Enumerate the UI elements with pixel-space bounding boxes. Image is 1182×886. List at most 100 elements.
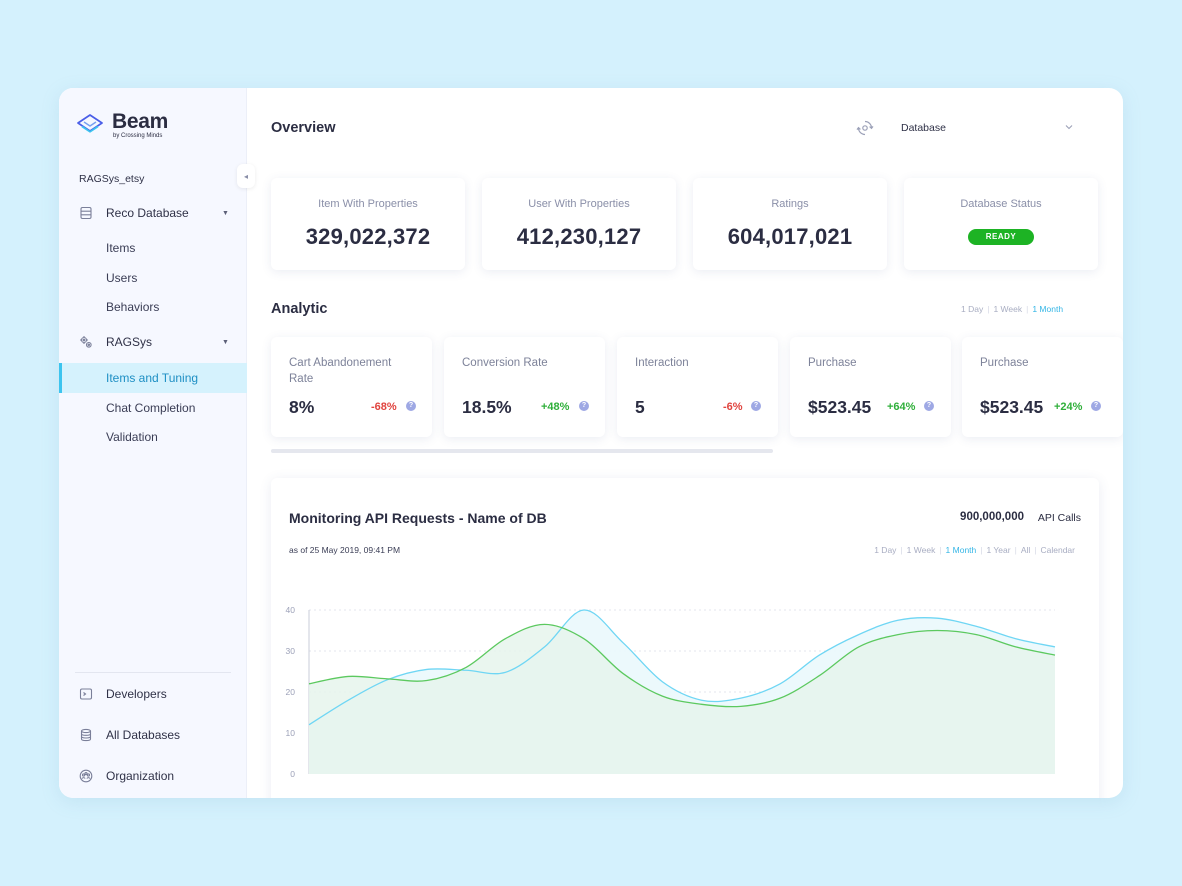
y-tick-label: 0 [290, 769, 295, 779]
metric-label: Interaction [635, 357, 689, 369]
y-tick-label: 20 [286, 687, 296, 697]
stat-value: 329,022,372 [305, 224, 431, 249]
caret-down-icon: ▼ [222, 209, 229, 217]
sidebar-item-items[interactable]: Items [59, 233, 247, 263]
range-tab-calendar[interactable]: Calendar [1040, 545, 1076, 555]
chevron-down-icon[interactable] [1063, 121, 1075, 133]
stat-label: User With Properties [528, 198, 630, 210]
database-sync-icon[interactable] [855, 118, 875, 138]
chevron-left-icon: ◂ [243, 171, 248, 181]
organization-icon [79, 769, 93, 783]
sidebar-item-all-databases[interactable]: All Databases [59, 720, 247, 750]
status-badge: READY [968, 229, 1034, 245]
range-tab-1-week[interactable]: 1 Week [906, 545, 936, 555]
metric-delta: -68% [371, 401, 397, 413]
sidebar-item-chat-completion[interactable]: Chat Completion [59, 393, 247, 423]
metric-delta: +48% [541, 401, 570, 413]
info-icon[interactable]: ? [579, 401, 589, 411]
sidebar-item-developers[interactable]: Developers [59, 679, 247, 709]
collapse-sidebar-button[interactable]: ◂ [237, 164, 255, 188]
metric-label: Cart Abandonement Rate [289, 357, 392, 385]
metric-value: $523.45 [808, 397, 872, 417]
brand-subtitle: by Crossing Minds [113, 133, 163, 139]
chart-range-tabs: 1 Day | 1 Week | 1 Month | 1 Year | All | Calendar [874, 545, 1075, 555]
stat-value: 412,230,127 [516, 224, 642, 249]
metric-value: $523.45 [980, 397, 1044, 417]
sidebar-item-organization[interactable]: Organization [59, 761, 247, 791]
stat-card-items: Item With Properties 329,022,372 [271, 178, 465, 270]
range-tab-1-day[interactable]: 1 Day [961, 304, 984, 314]
databases-icon [80, 728, 92, 742]
metric-value: 18.5% [462, 397, 512, 417]
analytic-range-tabs: 1 Day | 1 Week | 1 Month [961, 304, 1064, 314]
metric-label: Purchase [808, 357, 857, 369]
database-icon [80, 206, 92, 220]
metric-value: 5 [635, 397, 645, 417]
stat-label: Item With Properties [318, 198, 418, 210]
api-calls-value: 900,000,000 [960, 511, 1024, 523]
stat-card-users: User With Properties 412,230,127 [482, 178, 676, 270]
chart-title: Monitoring API Requests - Name of DB [289, 510, 547, 526]
caret-down-icon: ▼ [222, 338, 229, 346]
horizontal-scrollbar[interactable] [271, 449, 773, 453]
sidebar-item-label: Organization [106, 769, 175, 783]
metric-label: Purchase [980, 357, 1029, 369]
page-title: Overview [271, 120, 336, 136]
series-area-1 [309, 624, 1055, 774]
sidebar-item-label: Validation [106, 430, 158, 444]
database-select[interactable]: Database [901, 122, 946, 134]
sidebar-item-label: Users [106, 271, 138, 285]
y-tick-label: 30 [286, 646, 296, 656]
metric-card-purchase: Purchase $523.45 +64% ? [790, 337, 951, 437]
y-tick-label: 10 [286, 728, 296, 738]
series-line-0 [308, 609, 1056, 726]
as-of-timestamp: as of 25 May 2019, 09:41 PM [289, 545, 401, 555]
terminal-icon [79, 688, 93, 700]
sidebar-item-behaviors[interactable]: Behaviors [59, 292, 247, 322]
info-icon[interactable]: ? [751, 401, 761, 411]
sidebar-item-validation[interactable]: Validation [59, 422, 247, 452]
sidebar-item-users[interactable]: Users [59, 263, 247, 293]
metric-card-interaction: Interaction 5 -6% ? [617, 337, 778, 437]
sidebar-group-ragsys[interactable]: RAGSys ▼ [59, 327, 247, 357]
range-tab-1-week[interactable]: 1 Week [993, 304, 1023, 314]
metric-value: 8% [289, 397, 315, 417]
metric-label: Conversion Rate [462, 357, 548, 369]
sidebar-group-label: RAGSys [106, 335, 153, 349]
range-tab-1-month[interactable]: 1 Month [945, 545, 977, 555]
sidebar-item-label: Items [106, 241, 136, 255]
sidebar-item-items-and-tuning[interactable]: Items and Tuning [59, 363, 247, 393]
stat-card-database-status: Database Status READY [904, 178, 1098, 270]
brand-name: Beam [112, 110, 168, 133]
sidebar-divider [75, 672, 231, 673]
info-icon[interactable]: ? [1091, 401, 1101, 411]
range-tab-1-day[interactable]: 1 Day [874, 545, 897, 555]
metric-card-conversion-rate: Conversion Rate 18.5% +48% ? [444, 337, 605, 437]
sidebar-item-label: Developers [106, 687, 167, 701]
series-line-1 [308, 623, 1056, 708]
range-tab-1-year[interactable]: 1 Year [986, 545, 1011, 555]
range-tab-all[interactable]: All [1020, 545, 1031, 555]
metric-card-purchase-2: Purchase $523.45 +24% ? [962, 337, 1123, 437]
api-calls-label: API Calls [1037, 512, 1081, 524]
analytic-title: Analytic [271, 301, 328, 317]
stat-value: 604,017,021 [727, 224, 853, 249]
beam-logo-icon [77, 114, 103, 133]
sidebar-group-label: Reco Database [106, 206, 189, 220]
app-window: Beam by Crossing Minds ◂ RAGSys_etsy Rec… [59, 88, 1123, 798]
logo[interactable]: Beam by Crossing Minds [75, 110, 168, 140]
monitoring-chart-card: Monitoring API Requests - Name of DB 900… [271, 478, 1099, 798]
metric-delta: +24% [1054, 401, 1083, 413]
stat-card-ratings: Ratings 604,017,021 [693, 178, 887, 270]
sidebar: Beam by Crossing Minds ◂ RAGSys_etsy Rec… [59, 88, 255, 798]
stat-label: Database Status [960, 198, 1042, 210]
info-icon[interactable]: ? [924, 401, 934, 411]
y-tick-label: 40 [286, 605, 296, 615]
metric-card-cart-abandonment: Cart Abandonement Rate 8% -68% ? [271, 337, 432, 437]
sidebar-item-label: Behaviors [106, 300, 160, 314]
sidebar-group-reco-database[interactable]: Reco Database ▼ [59, 198, 247, 228]
info-icon[interactable]: ? [406, 401, 416, 411]
range-tab-1-month[interactable]: 1 Month [1032, 304, 1064, 314]
gears-icon [80, 336, 92, 348]
metric-delta: -6% [723, 401, 743, 413]
